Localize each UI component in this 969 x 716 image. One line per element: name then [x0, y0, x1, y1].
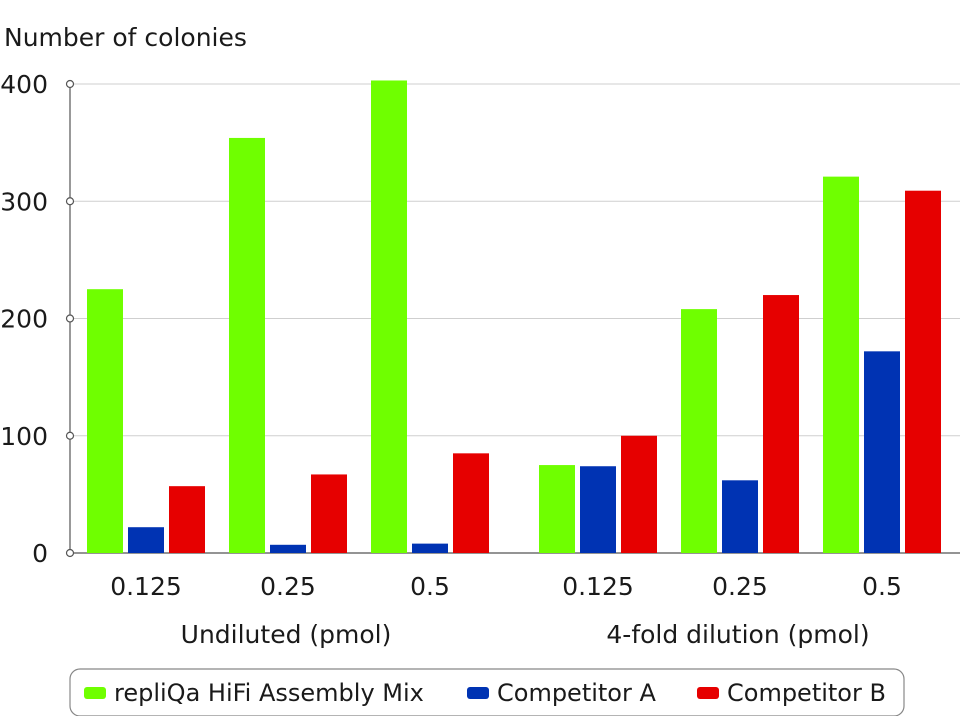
x-tick-label: 0.25	[260, 572, 316, 601]
bar-competitor-b	[311, 474, 347, 553]
bar-repliqa-hifi-assembly-mix	[823, 176, 859, 553]
y-tick-marker	[65, 197, 75, 206]
bars	[87, 80, 941, 554]
bar-competitor-a	[864, 351, 900, 553]
y-ticks: 0 100 200 300 400	[0, 70, 75, 568]
bar-repliqa-hifi-assembly-mix	[681, 309, 717, 553]
y-tick-marker	[65, 431, 75, 440]
x-tick-label: 0.125	[110, 572, 182, 601]
legend: repliQa HiFi Assembly Mix Competitor A Com…	[69, 668, 905, 716]
bar-competitor-b	[169, 486, 205, 553]
y-tick-marker	[65, 79, 75, 89]
legend-swatch	[697, 687, 719, 699]
x-tick-label: 0.5	[862, 572, 902, 601]
y-axis-label: Number of colonies	[4, 23, 247, 52]
bar-competitor-b	[453, 453, 489, 553]
x-tick-labels: 0.125 0.25 0.5 0.125 0.25 0.5	[110, 572, 902, 601]
y-tick-label: 200	[0, 305, 48, 334]
group-label: Undiluted (pmol)	[181, 620, 392, 649]
bar-competitor-b	[905, 190, 941, 553]
bar-competitor-a	[412, 543, 448, 553]
group-labels: Undiluted (pmol) 4-fold dilution (pmol)	[181, 620, 870, 649]
y-tick-marker	[65, 314, 75, 323]
y-tick-label: 300	[0, 187, 48, 216]
legend-swatch	[467, 687, 489, 699]
bar-competitor-a	[722, 480, 758, 553]
bar-competitor-b	[763, 295, 799, 553]
bar-competitor-a	[270, 544, 306, 553]
gridlines	[70, 83, 960, 554]
bar-competitor-a	[580, 466, 616, 553]
legend-label: Competitor B	[727, 679, 886, 707]
legend-label: repliQa HiFi Assembly Mix	[114, 679, 424, 707]
bar-competitor-b	[621, 435, 657, 553]
y-tick-label: 0	[32, 539, 48, 568]
bar-repliqa-hifi-assembly-mix	[371, 80, 407, 554]
x-tick-label: 0.5	[410, 572, 450, 601]
legend-label: Competitor A	[497, 679, 656, 707]
bar-competitor-a	[128, 527, 164, 553]
x-tick-label: 0.125	[562, 572, 634, 601]
y-tick-label: 400	[0, 70, 48, 99]
y-tick-label: 100	[0, 422, 48, 451]
group-label: 4-fold dilution (pmol)	[606, 620, 869, 649]
legend-swatch	[84, 687, 106, 699]
bar-repliqa-hifi-assembly-mix	[229, 137, 265, 553]
x-tick-label: 0.25	[712, 572, 768, 601]
y-tick-marker	[65, 548, 75, 558]
bar-repliqa-hifi-assembly-mix	[539, 465, 575, 553]
bar-repliqa-hifi-assembly-mix	[87, 289, 123, 553]
